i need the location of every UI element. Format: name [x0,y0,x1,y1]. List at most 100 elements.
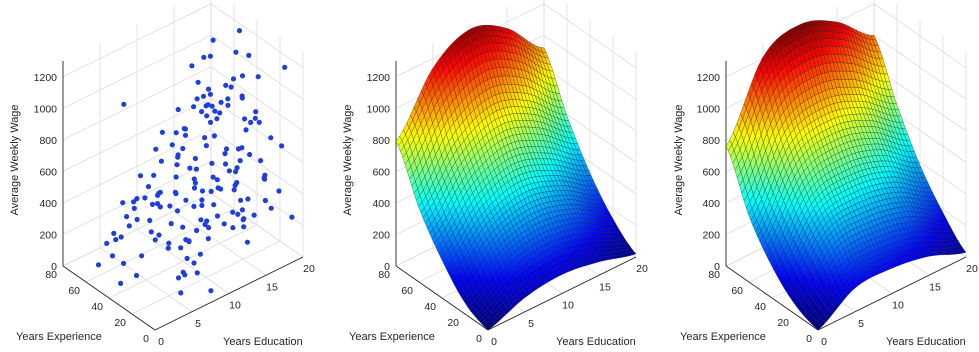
x-tick-label: 5 [858,318,864,330]
y-axis-label: Years Experience [16,331,102,343]
grid-line [210,98,304,163]
data-point [121,260,127,266]
z-tick-label: 400 [372,198,390,210]
data-point [230,209,236,215]
data-point [180,145,186,152]
z-tick-label: 200 [702,229,720,241]
y-tick-label: 40 [754,301,766,313]
grid-line [62,34,212,109]
z-tick-label: 600 [702,166,720,178]
data-point [214,116,220,122]
data-point [174,162,180,168]
data-point [199,109,205,115]
grid-line [873,34,967,100]
data-point [131,199,137,205]
x-tick-label: 20 [966,263,978,275]
data-point [148,229,154,235]
z-tick-label: 600 [39,166,57,178]
grid-line [85,208,235,283]
grid-line [543,66,637,132]
data-point [131,205,137,211]
data-point [248,119,254,125]
data-point [156,190,162,196]
data-point [238,197,244,203]
data-point [137,173,144,179]
z-tick-label: 400 [702,198,720,210]
data-point [209,160,215,166]
data-point [237,158,243,164]
data-point [205,86,212,92]
data-point [214,177,220,183]
y-tick-label: 80 [45,269,57,281]
data-point [234,165,240,171]
y-tick-label: 20 [777,317,789,329]
data-point [205,236,211,242]
data-point [198,217,204,223]
data-point [195,79,201,85]
data-point [244,239,250,245]
data-point [145,184,152,190]
y-tick-label: 0 [143,333,149,345]
data-point [239,207,245,213]
z-tick-label: 1000 [367,103,391,115]
x-tick-label: 5 [528,318,534,330]
data-point [256,119,262,125]
data-point [175,106,181,113]
data-point [121,101,127,107]
data-point [217,110,223,116]
data-point [233,49,239,55]
data-point [118,280,124,286]
data-point [211,133,217,139]
grid-line [62,3,212,78]
y-axis-line [725,265,819,331]
grid-line [62,98,212,172]
z-tick-label: 400 [39,198,57,210]
data-point [181,126,187,132]
data-point [211,202,217,208]
x-axis-line [154,256,304,331]
data-point [173,130,179,136]
z-tick-label: 1000 [34,103,58,115]
data-point [223,82,229,88]
data-point [149,201,156,207]
data-point [203,143,209,149]
data-point [230,225,236,231]
data-point [202,221,208,228]
data-point [241,224,247,230]
data-point [147,217,153,223]
data-point [245,196,251,202]
data-point [228,84,234,90]
data-point [251,212,257,218]
data-point [225,96,231,102]
data-point [174,208,181,214]
z-tick-label: 200 [372,229,390,241]
grid-line [62,66,212,141]
data-point [193,166,199,172]
data-point [166,240,172,246]
z-tick-label: 1200 [697,72,721,84]
grid-line [210,161,304,226]
x-tick-label: 0 [491,336,497,348]
data-point [182,132,189,138]
data-point [165,245,171,251]
data-point [186,239,192,245]
data-point [191,260,197,266]
y-tick-label: 0 [806,333,812,345]
z-tick-label: 800 [372,135,390,147]
data-point [268,135,274,141]
data-point [173,190,179,197]
axes [725,61,967,331]
data-point [222,161,229,167]
data-point [214,213,221,219]
data-point [208,288,214,294]
data-point [236,28,243,34]
data-point [180,269,186,275]
data-point [199,188,206,194]
data-point [194,270,200,276]
data-point [279,143,285,149]
x-axis-line [817,256,967,331]
data-point [221,221,227,227]
